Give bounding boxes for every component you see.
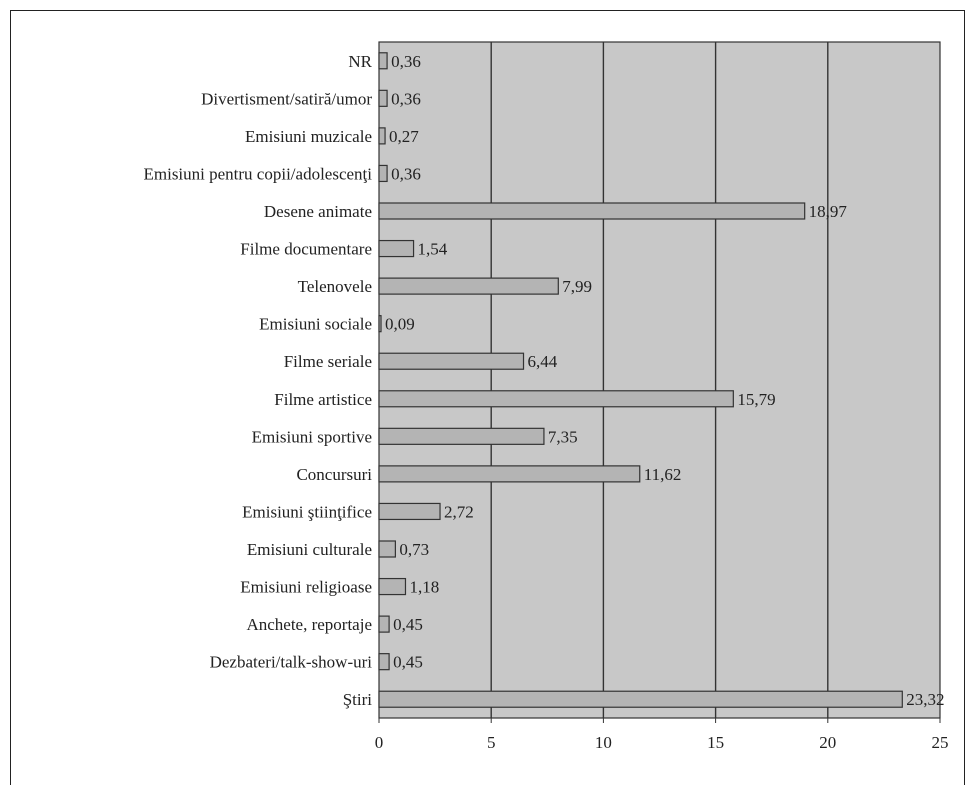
bar (378, 653, 390, 671)
bar (378, 315, 382, 333)
value-label: 0,09 (385, 315, 415, 334)
category-label: Divertisment/satiră/umor (201, 89, 372, 108)
category-label: Ştiri (343, 690, 373, 709)
bar (378, 352, 525, 370)
category-label: Filme artistice (274, 390, 372, 409)
bar (378, 427, 545, 445)
bar (378, 540, 396, 558)
value-label: 0,27 (389, 127, 419, 146)
bar (378, 577, 407, 596)
bars (378, 52, 903, 708)
bar (378, 89, 388, 107)
category-label: Desene animate (264, 202, 372, 221)
bar (378, 502, 441, 521)
x-tick-label: 15 (707, 733, 724, 752)
category-label: NR (348, 52, 372, 71)
value-label: 2,72 (444, 502, 474, 521)
value-label: 7,99 (562, 277, 592, 296)
value-label: 0,36 (391, 52, 421, 71)
value-label: 1,18 (409, 578, 439, 597)
x-tick-label: 25 (932, 733, 949, 752)
bar (378, 390, 734, 408)
value-label: 6,44 (528, 352, 558, 371)
x-tick-label: 10 (595, 733, 612, 752)
category-label: Filme documentare (240, 240, 372, 259)
value-label: 18,97 (809, 202, 848, 221)
category-label: Emisiuni culturale (247, 540, 372, 559)
value-label: 0,45 (393, 615, 423, 634)
chart-frame (10, 10, 965, 785)
category-label: Concursuri (296, 465, 372, 484)
bar (378, 164, 388, 183)
value-label: 1,54 (418, 240, 448, 259)
value-label: 23,32 (906, 690, 944, 709)
x-tick-label: 0 (375, 733, 384, 752)
bar (378, 239, 415, 258)
x-tick-label: 5 (487, 733, 496, 752)
value-labels: 0,36 0,36 0,27 0,36 18,97 1,54 7,99 0,09 6,44 15,… (385, 52, 945, 709)
category-label: Emisiuni sportive (252, 427, 372, 446)
value-label: 0,36 (391, 89, 421, 108)
bar (378, 465, 641, 483)
value-label: 0,73 (399, 540, 429, 559)
x-tick-label: 20 (819, 733, 836, 752)
plot-area (378, 41, 941, 719)
value-label: 0,45 (393, 653, 423, 672)
category-label: Anchete, reportaje (246, 615, 372, 634)
gridlines (490, 42, 829, 718)
category-label: Emisiuni ştiinţifice (242, 502, 372, 521)
category-label: Emisiuni muzicale (245, 127, 372, 146)
category-labels: NR Divertisment/satiră/umor Emisiuni muzic… (143, 52, 372, 709)
value-label: 11,62 (644, 465, 682, 484)
value-label: 7,35 (548, 427, 578, 446)
category-label: Emisiuni religioase (240, 578, 372, 597)
bar (378, 277, 559, 295)
value-label: 15,79 (737, 390, 775, 409)
category-label: Telenovele (298, 277, 372, 296)
category-label: Emisiuni sociale (259, 315, 372, 334)
value-label: 0,36 (391, 164, 421, 183)
bar (378, 52, 388, 70)
x-axis-ticks: 0 5 10 15 20 25 (375, 718, 949, 752)
category-label: Dezbateri/talk-show-uri (210, 653, 373, 672)
bar (378, 690, 903, 708)
category-label: Filme seriale (284, 352, 372, 371)
bar (378, 615, 390, 633)
bar (378, 202, 806, 220)
category-label: Emisiuni pentru copii/adolescenţi (143, 164, 372, 183)
bar (378, 127, 386, 145)
